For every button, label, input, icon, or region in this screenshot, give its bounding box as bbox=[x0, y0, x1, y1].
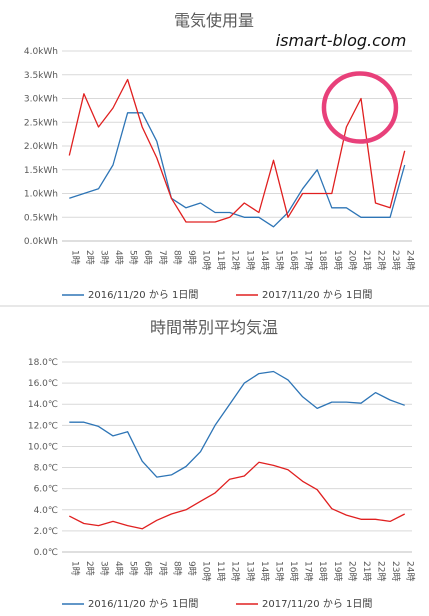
chart1-title: 電気使用量 bbox=[174, 11, 254, 30]
c1-y-tick-label: 0.5kWh bbox=[24, 213, 58, 223]
c2-x-tick-label: 9時 bbox=[186, 561, 197, 576]
c2-x-tick-label: 13時 bbox=[244, 561, 255, 581]
c2-x-tick-label: 4時 bbox=[113, 561, 124, 576]
c2-x-tick-label: 15時 bbox=[273, 561, 284, 581]
c1-x-tick-label: 4時 bbox=[113, 250, 124, 265]
c1-x-tick-label: 14時 bbox=[259, 250, 270, 270]
electricity-usage-chart: 電気使用量 ismart-blog.com 0.0kWh 0.5kWh 1.0kWh… bbox=[24, 11, 416, 301]
c1-y-tick-label: 3.5kWh bbox=[24, 71, 58, 81]
c2-x-tick-label: 21時 bbox=[361, 561, 372, 581]
c2-x-tick-label: 5時 bbox=[128, 561, 139, 576]
c1-x-tick-label: 7時 bbox=[157, 250, 168, 265]
temperature-chart: 時間帯別平均気温 0.0℃ 2.0℃ 4.0℃ 6.0℃ 8.0℃ 10.0℃ 12.0℃ 1… bbox=[28, 318, 416, 610]
c1-x-tick-label: 9時 bbox=[186, 250, 197, 265]
highlight-circle bbox=[321, 71, 399, 144]
c1-series-line-2017 bbox=[68, 78, 406, 223]
c1-y-tick-label: 0.0kWh bbox=[24, 237, 58, 247]
c2-y-tick-label: 6.0℃ bbox=[34, 485, 58, 495]
chart2-legend-label-2017: 2017/11/20 から 1日間 bbox=[262, 598, 372, 610]
c1-y-tick-label: 2.5kWh bbox=[24, 118, 58, 128]
c2-x-tick-label: 8時 bbox=[171, 561, 182, 576]
c2-x-tick-label: 3時 bbox=[98, 561, 109, 576]
c1-x-tick-label: 13時 bbox=[244, 250, 255, 270]
c1-y-tick-label: 2.0kWh bbox=[24, 142, 58, 152]
brand-watermark: ismart-blog.com bbox=[276, 31, 407, 50]
c2-x-tick-label: 18時 bbox=[317, 561, 328, 581]
c1-x-tick-label: 12時 bbox=[230, 250, 241, 270]
c1-x-tick-label: 8時 bbox=[171, 250, 182, 265]
c2-x-tick-label: 10時 bbox=[201, 561, 212, 581]
c2-x-tick-label: 20時 bbox=[346, 561, 357, 581]
c1-x-tick-label: 24時 bbox=[405, 250, 416, 270]
c2-y-tick-label: 12.0℃ bbox=[28, 421, 58, 431]
c2-y-tick-label: 2.0℃ bbox=[34, 527, 58, 537]
c2-y-tick-label: 14.0℃ bbox=[28, 400, 58, 410]
chart1-legend-label-2016: 2016/11/20 から 1日間 bbox=[88, 289, 198, 301]
c2-series-line-2017 bbox=[69, 461, 405, 530]
c1-x-tick-label: 10時 bbox=[201, 250, 212, 270]
c2-y-tick-label: 4.0℃ bbox=[34, 506, 58, 516]
c1-y-tick-label: 1.0kWh bbox=[24, 190, 58, 200]
c2-y-tick-label: 0.0℃ bbox=[34, 548, 58, 558]
c1-x-tick-label: 23時 bbox=[390, 250, 401, 270]
c2-y-tick-label: 18.0℃ bbox=[28, 358, 58, 368]
c1-x-tick-label: 3時 bbox=[98, 250, 109, 265]
c2-x-tick-label: 16時 bbox=[288, 561, 299, 581]
c1-x-tick-label: 5時 bbox=[128, 250, 139, 265]
c2-x-tick-label: 12時 bbox=[230, 561, 241, 581]
c2-x-tick-label: 1時 bbox=[69, 561, 80, 576]
c2-x-tick-label: 7時 bbox=[157, 561, 168, 576]
c2-y-tick-label: 16.0℃ bbox=[28, 379, 58, 389]
c1-x-tick-label: 22時 bbox=[376, 250, 387, 270]
chart1-legend-label-2017: 2017/11/20 から 1日間 bbox=[262, 289, 372, 301]
c1-x-tick-label: 11時 bbox=[215, 250, 226, 270]
c2-series-line-2016 bbox=[69, 370, 405, 478]
c2-x-tick-label: 22時 bbox=[376, 561, 387, 581]
c2-x-tick-label: 6時 bbox=[142, 561, 153, 576]
c2-x-tick-label: 11時 bbox=[215, 561, 226, 581]
c2-x-tick-label: 19時 bbox=[332, 561, 343, 581]
c1-x-tick-label: 17時 bbox=[303, 250, 314, 270]
c1-x-tick-label: 15時 bbox=[273, 250, 284, 270]
c1-x-tick-label: 18時 bbox=[317, 250, 328, 270]
chart2-legend-label-2016: 2016/11/20 から 1日間 bbox=[88, 598, 198, 610]
c1-y-tick-label: 4.0kWh bbox=[24, 47, 58, 57]
c1-x-tick-label: 16時 bbox=[288, 250, 299, 270]
c2-y-tick-label: 10.0℃ bbox=[28, 442, 58, 452]
c1-x-tick-label: 1時 bbox=[69, 250, 80, 265]
c2-x-tick-label: 2時 bbox=[84, 561, 95, 576]
c1-x-tick-label: 20時 bbox=[346, 250, 357, 270]
c1-x-tick-label: 6時 bbox=[142, 250, 153, 265]
chart2-title: 時間帯別平均気温 bbox=[150, 318, 278, 337]
c2-y-tick-label: 8.0℃ bbox=[34, 464, 58, 474]
c2-x-tick-label: 24時 bbox=[405, 561, 416, 581]
c2-x-tick-label: 23時 bbox=[390, 561, 401, 581]
c1-y-tick-label: 1.5kWh bbox=[24, 166, 58, 176]
c1-x-tick-label: 21時 bbox=[361, 250, 372, 270]
c2-x-tick-label: 17時 bbox=[303, 561, 314, 581]
c1-x-tick-label: 19時 bbox=[332, 250, 343, 270]
c1-series-line-2016 bbox=[69, 112, 406, 228]
c2-x-tick-label: 14時 bbox=[259, 561, 270, 581]
c1-y-tick-label: 3.0kWh bbox=[24, 95, 58, 105]
c1-x-tick-label: 2時 bbox=[84, 250, 95, 265]
